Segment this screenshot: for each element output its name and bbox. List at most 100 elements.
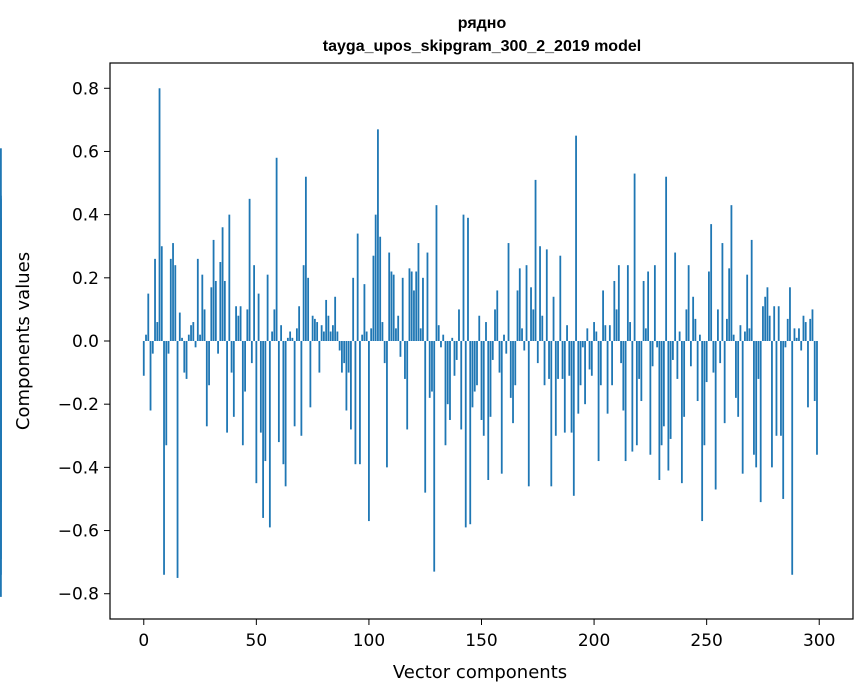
bar-98	[363, 284, 366, 341]
x-tick-label: 300	[803, 631, 835, 651]
bar-3	[149, 341, 152, 411]
bar-222	[642, 280, 645, 341]
bar-175	[536, 341, 539, 364]
bar-172	[530, 287, 532, 341]
bar-92	[350, 341, 352, 430]
bar-221	[640, 341, 643, 402]
bar-249	[703, 341, 706, 446]
chart-title: рядно	[458, 15, 507, 32]
bar-117	[406, 341, 409, 430]
bar-157	[496, 290, 499, 341]
bar-219	[635, 341, 638, 446]
bar-72	[304, 176, 307, 341]
bar-259	[726, 318, 728, 341]
bar-149	[478, 315, 481, 341]
bar-153	[487, 341, 490, 480]
bar-128	[431, 341, 433, 392]
bar-184	[557, 341, 559, 379]
bar-161	[505, 341, 508, 354]
bar-17	[181, 337, 183, 341]
bar-180	[548, 341, 550, 379]
bar-262	[732, 334, 735, 341]
bar-213	[622, 341, 625, 411]
bar-63	[284, 341, 287, 487]
bar-189	[568, 341, 571, 376]
bar-294	[804, 322, 807, 341]
bar-156	[494, 309, 496, 341]
bar-51	[257, 293, 260, 341]
bar-131	[437, 325, 440, 341]
bar-33	[217, 341, 219, 354]
bar-52	[259, 341, 262, 433]
bar-136	[449, 341, 451, 420]
bar-68	[295, 328, 298, 341]
bar-45	[244, 341, 246, 392]
bar-124	[422, 277, 424, 341]
bar-298	[813, 341, 816, 402]
bar-231	[662, 341, 665, 427]
bar-86	[336, 331, 339, 341]
bar-36	[223, 280, 226, 341]
bar-145	[469, 341, 472, 525]
bar-173	[532, 309, 535, 341]
bar-269	[748, 328, 751, 341]
bar-70	[300, 341, 303, 436]
bar-151	[482, 341, 485, 436]
bar-139	[455, 341, 458, 360]
bar-286	[786, 318, 789, 341]
bar-123	[419, 328, 422, 341]
bar-264	[737, 341, 740, 417]
x-tick-label: 150	[465, 631, 497, 651]
x-axis-label: Vector components	[393, 662, 567, 683]
bar-41	[235, 306, 237, 341]
bar-162	[507, 243, 510, 341]
bar-74	[309, 341, 312, 408]
bar-132	[440, 341, 442, 348]
bar-267	[744, 331, 746, 341]
bar-247	[699, 334, 701, 341]
bar-88	[341, 341, 343, 373]
bar-24	[196, 258, 199, 341]
bar-201	[595, 331, 598, 341]
bar-242	[687, 265, 690, 341]
bar-297	[811, 309, 814, 341]
bar-96	[359, 341, 361, 465]
bar-208	[611, 341, 613, 386]
bar-199	[590, 341, 593, 376]
bar-18	[183, 341, 186, 373]
bar-146	[471, 341, 474, 408]
bar-121	[415, 271, 418, 341]
bar-147	[473, 341, 476, 392]
bar-202	[597, 341, 600, 462]
bar-188	[566, 325, 568, 341]
bar-197	[586, 328, 589, 341]
bar-203	[599, 341, 602, 386]
x-axis-ticks: 0 50 100 150 200 250 300	[138, 619, 835, 651]
bar-287	[789, 287, 791, 341]
bar-158	[498, 341, 501, 373]
bar-97	[361, 334, 364, 341]
bar-67	[293, 341, 296, 427]
bar-69	[298, 306, 301, 341]
bar-296	[809, 318, 812, 341]
bar-99	[365, 331, 368, 341]
bar-293	[802, 315, 805, 341]
bar-91	[347, 341, 350, 373]
bar-283	[780, 341, 782, 436]
bar-285	[784, 341, 787, 348]
bar-160	[503, 334, 505, 341]
bar-159	[500, 341, 503, 474]
bar-20	[187, 334, 190, 341]
bar-176	[539, 246, 541, 341]
bar-11	[167, 341, 170, 354]
bar-169	[523, 341, 526, 351]
bar-30	[210, 287, 213, 341]
bar-undefined	[0, 341, 2, 597]
bar-266	[741, 341, 744, 474]
bar-274	[759, 341, 762, 503]
bar-292	[800, 341, 803, 351]
bar-71	[302, 265, 305, 341]
bar-282	[777, 306, 780, 341]
bar-240	[683, 341, 686, 417]
